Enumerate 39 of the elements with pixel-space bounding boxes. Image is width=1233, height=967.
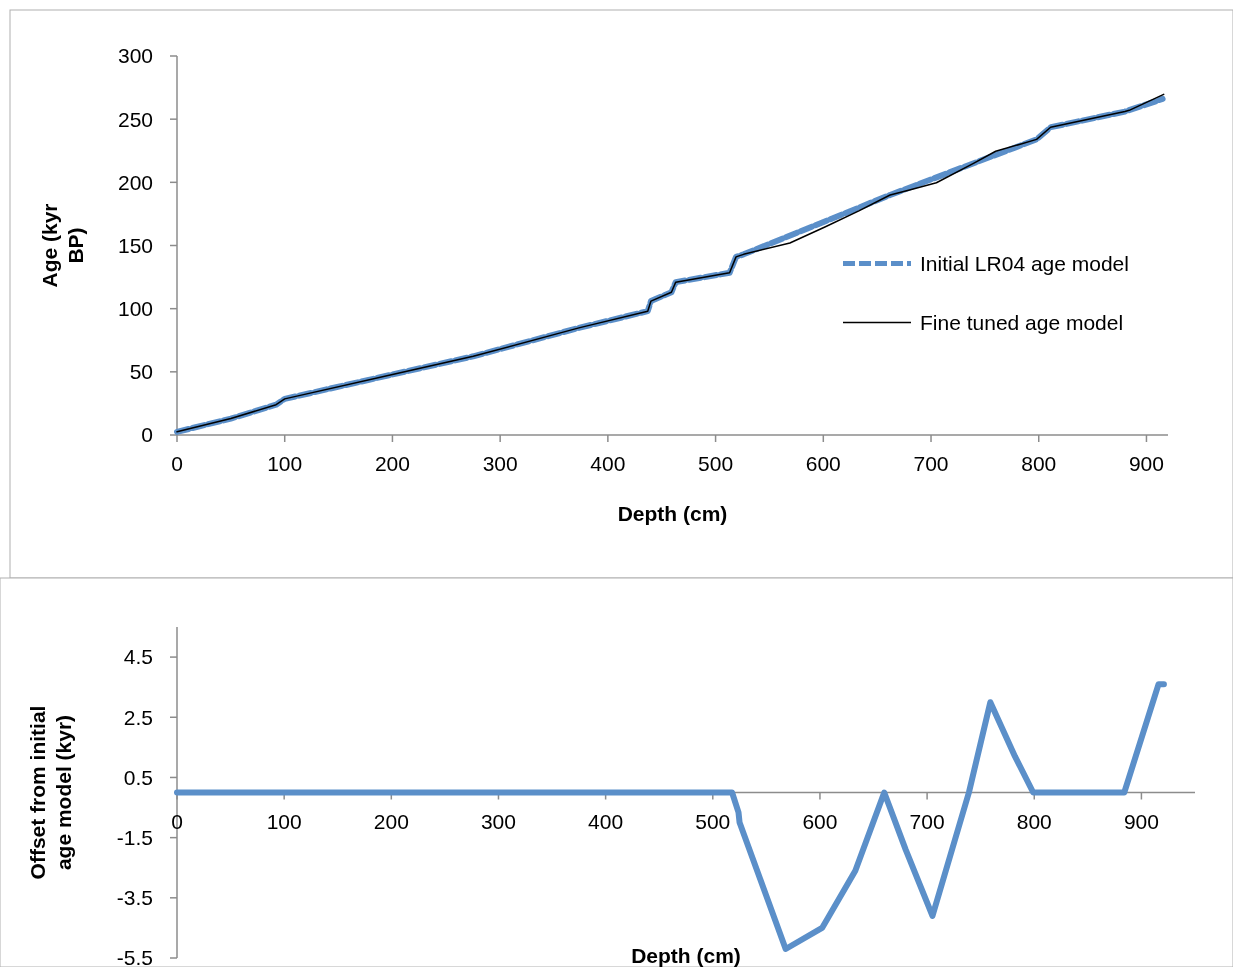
x-tick-label: 500 bbox=[698, 452, 734, 475]
y-tick-label: -1.5 bbox=[116, 825, 153, 849]
x-tick-label: 600 bbox=[805, 452, 841, 475]
y-tick-label: 2.5 bbox=[123, 705, 153, 729]
x-tick-label: 300 bbox=[480, 809, 516, 833]
x-tick-label: 0 bbox=[171, 452, 183, 475]
y-tick-label: 0.5 bbox=[123, 765, 153, 789]
x-tick-label: 400 bbox=[590, 452, 626, 475]
x-tick-label: 0 bbox=[171, 809, 183, 833]
x-tick-label: 200 bbox=[373, 809, 409, 833]
y-tick-label: 250 bbox=[117, 107, 153, 131]
legend-label: Fine tuned age model bbox=[920, 310, 1124, 334]
y-tick-label: 4.5 bbox=[123, 645, 153, 669]
x-tick-label: 700 bbox=[913, 452, 949, 475]
y-tick-label: 100 bbox=[117, 297, 153, 321]
x-tick-label: 700 bbox=[909, 809, 945, 833]
x-tick-label: 200 bbox=[374, 452, 410, 475]
y-axis-title: Offset from initial age model (kyr) bbox=[26, 705, 75, 880]
y-tick-label: 0 bbox=[141, 423, 153, 447]
y-tick-label: -3.5 bbox=[116, 886, 153, 910]
x-tick-label: 900 bbox=[1128, 452, 1164, 475]
y-tick-label: -5.5 bbox=[116, 946, 153, 967]
x-tick-label: 400 bbox=[588, 809, 624, 833]
x-tick-label: 800 bbox=[1021, 452, 1057, 475]
x-axis-title: Depth (cm) bbox=[617, 502, 728, 525]
legend-label: Initial LR04 age model bbox=[920, 251, 1129, 275]
x-axis-title: Depth (cm) bbox=[631, 944, 741, 967]
y-axis-title: Age (kyr BP) bbox=[38, 203, 87, 288]
y-tick-label: 50 bbox=[129, 360, 153, 384]
y-tick-label: 150 bbox=[117, 233, 153, 257]
x-tick-label: 900 bbox=[1123, 809, 1159, 833]
x-tick-label: 800 bbox=[1016, 809, 1052, 833]
x-tick-label: 500 bbox=[695, 809, 731, 833]
y-tick-label: 200 bbox=[117, 170, 153, 194]
x-tick-label: 600 bbox=[802, 809, 838, 833]
x-tick-label: 300 bbox=[482, 452, 518, 475]
x-tick-label: 100 bbox=[266, 809, 302, 833]
y-tick-label: 300 bbox=[117, 44, 153, 68]
x-tick-label: 100 bbox=[267, 452, 303, 475]
